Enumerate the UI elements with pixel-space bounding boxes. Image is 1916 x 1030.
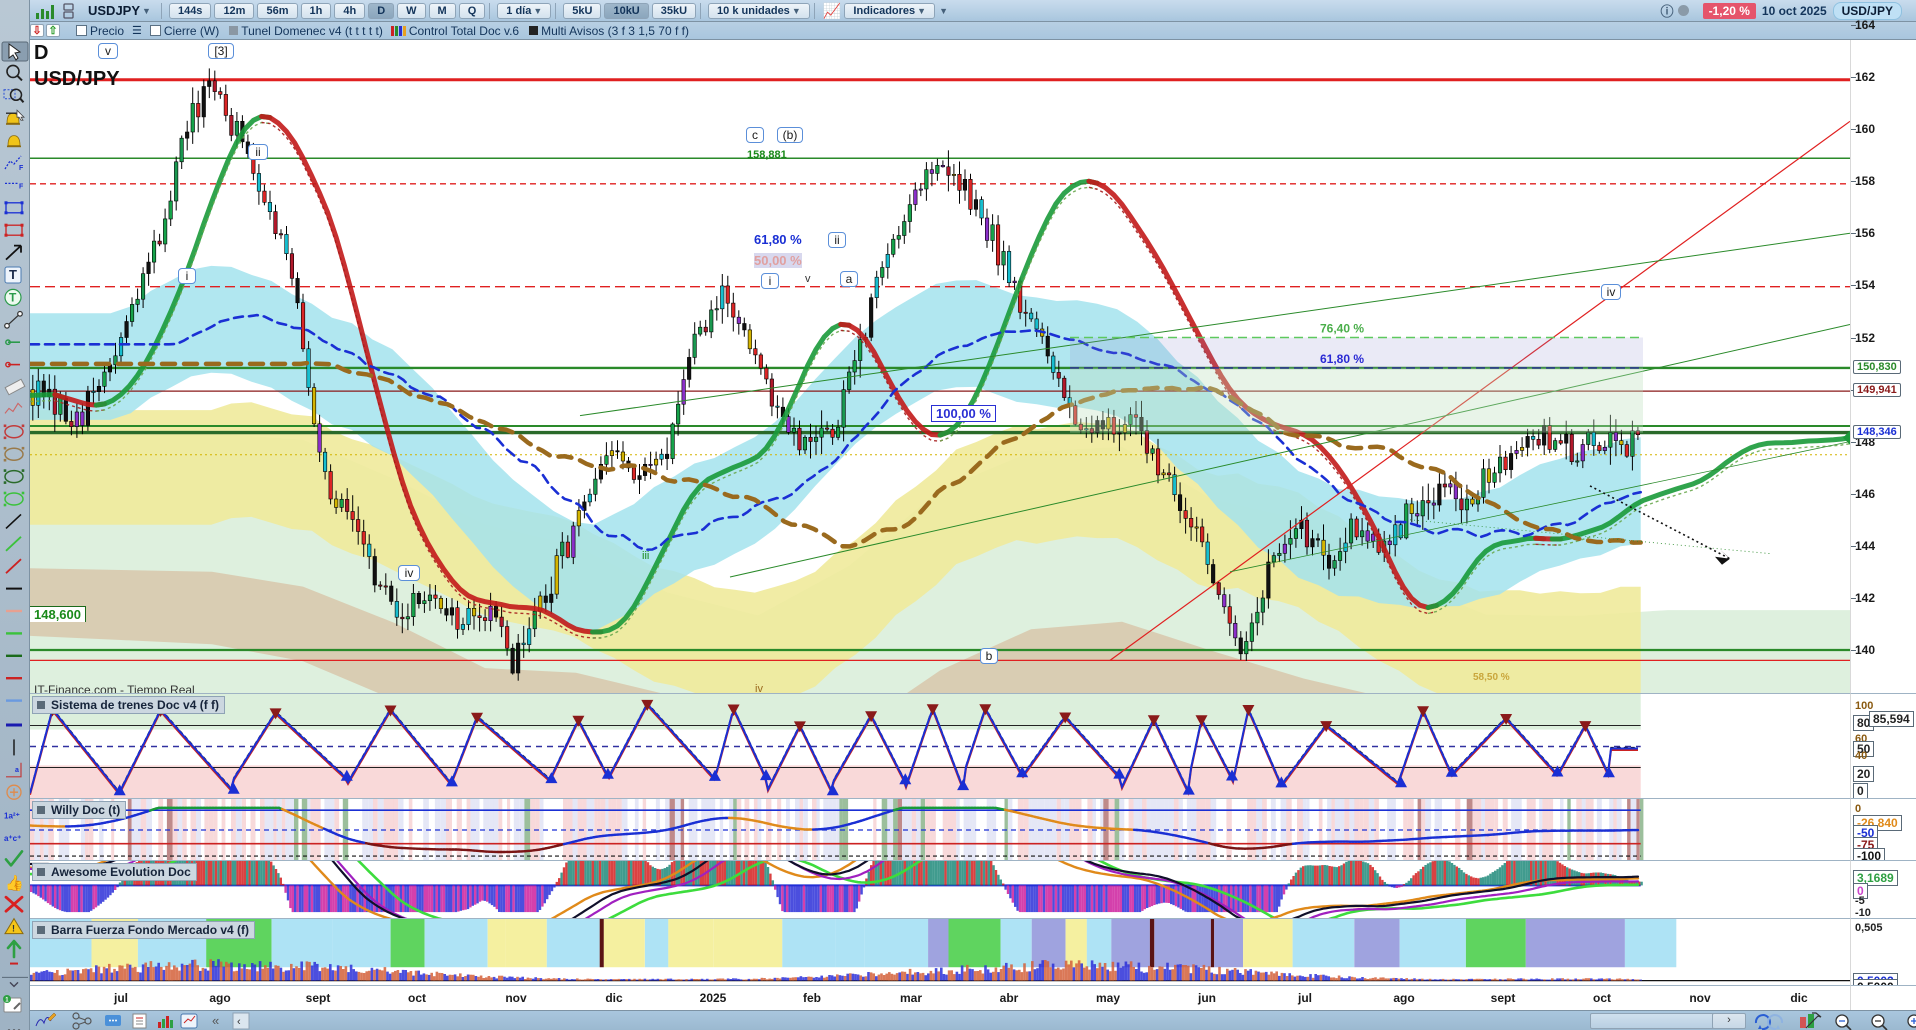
svg-text:61,80 %: 61,80 % xyxy=(1320,352,1364,366)
svg-text:1a²⁺: 1a²⁺ xyxy=(4,812,20,821)
svg-text:76,40 %: 76,40 % xyxy=(1320,322,1364,336)
svg-text:T: T xyxy=(9,290,17,304)
svg-text:«: « xyxy=(212,1013,219,1028)
svg-text:F: F xyxy=(19,183,24,190)
svg-text:a⁺c⁺: a⁺c⁺ xyxy=(4,834,21,843)
svg-text:a: a xyxy=(15,767,19,774)
svg-text:!: ! xyxy=(12,924,15,934)
svg-text:👍: 👍 xyxy=(5,874,24,892)
svg-text:T: T xyxy=(9,267,17,282)
svg-text:‹: ‹ xyxy=(237,1016,241,1028)
svg-text:F: F xyxy=(19,165,24,172)
